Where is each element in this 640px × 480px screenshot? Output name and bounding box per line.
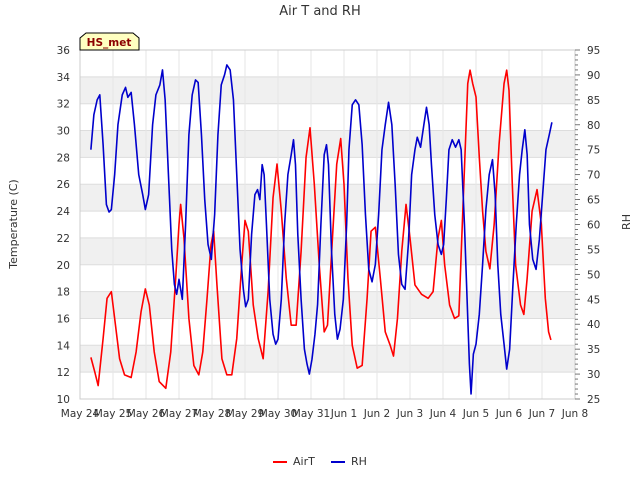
y-right-tick-label: 85 <box>587 95 600 107</box>
plot-band <box>80 345 575 373</box>
badge-label: HS_met <box>87 37 132 49</box>
y-tick-label: 28 <box>57 152 70 164</box>
y-tick-label: 18 <box>57 287 70 299</box>
y-right-tick-label: 95 <box>587 45 600 57</box>
series-line-airt <box>90 69 552 390</box>
x-tick-label: May 26 <box>127 408 166 420</box>
y-axis-right: 25 30 35 40 45 50 55 60 65 70 75 80 85 90 95 <box>575 45 600 406</box>
y-right-tick-label: 30 <box>587 369 600 381</box>
x-tick-label: May 31 <box>292 408 330 420</box>
y-right-tick-label: 80 <box>587 120 600 132</box>
legend-label-rh: RH <box>351 455 367 468</box>
y-right-tick-label: 70 <box>587 170 600 182</box>
y-right-tick-label: 35 <box>587 344 600 356</box>
x-tick-label: Jun 8 <box>561 408 588 420</box>
series-line-rh <box>90 64 553 395</box>
series-layer <box>90 64 553 395</box>
y-right-tick-label: 50 <box>587 269 600 281</box>
y-right-tick-label: 25 <box>587 394 600 406</box>
legend-label-airt: AirT <box>293 455 315 468</box>
y-axis-label: Temperature (C) <box>7 179 20 269</box>
x-tick-label: Jun 7 <box>528 408 555 420</box>
y-right-tick-label: 75 <box>587 145 600 157</box>
x-tick-label: Jun 3 <box>396 408 423 420</box>
y-right-tick-label: 90 <box>587 70 600 82</box>
y-tick-label: 20 <box>57 260 70 272</box>
y-tick-label: 34 <box>57 72 71 84</box>
x-tick-label: May 27 <box>160 408 198 420</box>
plot-band <box>80 76 575 104</box>
y-right-tick-label: 45 <box>587 294 600 306</box>
legend-item-rh: RH <box>331 455 367 468</box>
x-tick-label: Jun 4 <box>429 408 457 420</box>
y-tick-label: 10 <box>57 394 70 406</box>
y-tick-label: 36 <box>57 45 71 57</box>
y-tick-label: 24 <box>57 206 71 218</box>
y-axis-right-label: RH <box>620 214 633 230</box>
x-tick-label: May 28 <box>193 408 231 420</box>
x-tick-label: May 30 <box>259 408 297 420</box>
x-tick-label: May 24 <box>61 408 100 420</box>
y-axis-left: 10 12 14 16 18 20 22 24 26 28 30 32 34 36 <box>57 45 71 406</box>
x-tick-label: May 25 <box>94 408 132 420</box>
y-right-tick-label: 60 <box>587 220 600 232</box>
legend: AirT RH <box>273 455 367 468</box>
legend-item-airt: AirT <box>273 455 315 468</box>
x-tick-label: Jun 1 <box>330 408 357 420</box>
y-tick-label: 16 <box>57 313 71 325</box>
plot-band <box>80 237 575 265</box>
x-tick-label: Jun 6 <box>495 408 523 420</box>
y-tick-label: 14 <box>57 340 71 352</box>
plot-band <box>80 184 575 212</box>
x-tick-label: Jun 2 <box>363 408 390 420</box>
y-tick-label: 26 <box>57 179 71 191</box>
x-tick-label: May 29 <box>226 408 264 420</box>
y-tick-label: 12 <box>57 367 70 379</box>
y-tick-label: 30 <box>57 126 70 138</box>
x-tick-label: Jun 5 <box>462 408 489 420</box>
chart-title: Air T and RH <box>279 4 360 19</box>
y-right-tick-label: 65 <box>587 195 600 207</box>
station-badge: HS_met <box>79 32 140 51</box>
y-tick-label: 22 <box>57 233 70 245</box>
y-tick-label: 32 <box>57 99 70 111</box>
y-right-tick-label: 40 <box>587 319 600 331</box>
y-right-tick-label: 55 <box>587 244 600 256</box>
badge-shape <box>79 32 140 51</box>
